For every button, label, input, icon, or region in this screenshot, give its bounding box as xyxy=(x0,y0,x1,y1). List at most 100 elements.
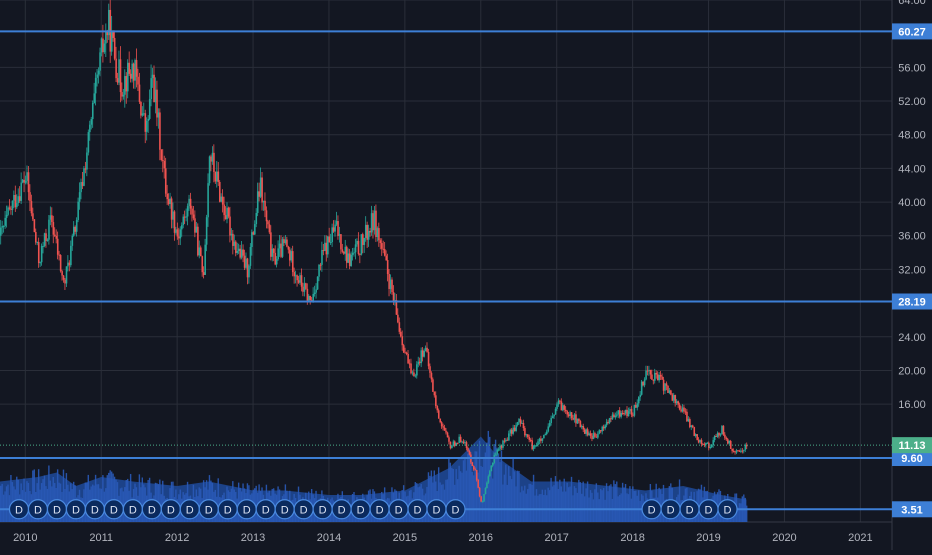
y-tick-label: 40.00 xyxy=(898,197,926,209)
dividend-marker-label: D xyxy=(110,504,118,516)
candle-body xyxy=(230,233,233,236)
volume-bar xyxy=(620,493,622,522)
candle-body xyxy=(81,182,84,186)
candle-body xyxy=(275,259,278,265)
candle-body xyxy=(509,429,512,434)
volume-bar xyxy=(531,484,533,522)
candle-body xyxy=(686,411,688,422)
candle-body xyxy=(284,239,287,244)
volume-bar xyxy=(746,505,748,522)
candle-body xyxy=(129,73,132,79)
volume-bar xyxy=(551,486,554,522)
candle-body xyxy=(554,408,557,415)
candle-body xyxy=(322,250,325,252)
candle-body xyxy=(62,275,65,280)
volume-bar xyxy=(576,492,579,522)
volume-bar xyxy=(112,473,114,522)
candle-body xyxy=(294,275,297,277)
candle-body xyxy=(94,77,97,94)
candle-body xyxy=(205,217,208,245)
candle-body xyxy=(601,426,604,432)
volume-bar xyxy=(445,479,447,522)
volume-bar xyxy=(505,464,507,522)
volume-bar xyxy=(32,470,34,522)
candle-body xyxy=(505,439,507,442)
volume-bar xyxy=(426,486,428,522)
candle-body xyxy=(402,345,405,353)
candle-body xyxy=(33,219,36,233)
candle-body xyxy=(278,243,281,249)
candle-body xyxy=(321,250,323,265)
candle-body xyxy=(96,74,98,78)
volume-bar xyxy=(141,477,144,522)
volume-bar xyxy=(738,503,741,522)
candle-body xyxy=(217,171,220,182)
dividend-marker-icon[interactable] xyxy=(445,499,466,520)
volume-bar xyxy=(496,447,498,522)
candle-body xyxy=(363,237,366,245)
candle-body xyxy=(467,447,469,451)
candle-body xyxy=(575,414,577,424)
volume-bar xyxy=(532,474,535,522)
candle-body xyxy=(29,192,31,202)
candle-body xyxy=(202,272,205,275)
volume-bar xyxy=(579,482,581,522)
candle-body xyxy=(551,416,554,419)
candle-body xyxy=(519,418,522,424)
candle-body xyxy=(721,425,723,435)
candle-body xyxy=(581,425,583,428)
candle-body xyxy=(513,427,516,432)
candle-body xyxy=(141,113,144,116)
candle-body xyxy=(477,479,479,488)
candle-body xyxy=(344,246,347,254)
volume-bar xyxy=(33,469,35,522)
volume-bar xyxy=(605,483,608,522)
candle-body xyxy=(7,207,9,215)
candle-body xyxy=(167,199,170,204)
volume-bar xyxy=(500,450,503,522)
candle-body xyxy=(627,411,630,417)
candle-body xyxy=(172,211,174,220)
candle-body xyxy=(55,235,58,239)
dividend-marker-icon[interactable] xyxy=(717,499,738,520)
level-price-label: 3.51 xyxy=(901,504,922,516)
volume-bar xyxy=(87,474,89,522)
volume-bar xyxy=(1,483,3,522)
candle-body xyxy=(200,247,202,257)
candle-body xyxy=(563,405,566,410)
volume-bar xyxy=(446,479,449,522)
candle-body xyxy=(418,361,421,364)
candle-body xyxy=(372,213,374,231)
candle-body xyxy=(404,352,406,354)
volume-bar xyxy=(600,488,602,522)
candle-body xyxy=(20,182,23,201)
candle-body xyxy=(124,76,126,95)
candle-body xyxy=(17,196,20,204)
candle-body xyxy=(737,450,739,452)
candle-body xyxy=(145,120,148,132)
candle-body xyxy=(0,227,2,236)
volume-bar xyxy=(208,475,211,522)
candle-body xyxy=(40,246,43,263)
candle-body xyxy=(639,394,642,398)
candle-body xyxy=(694,434,697,436)
volume-bar xyxy=(490,470,492,522)
candle-body xyxy=(413,372,415,377)
candle-body xyxy=(454,441,456,446)
candle-body xyxy=(665,383,668,386)
candle-body xyxy=(481,501,484,503)
candle-body xyxy=(684,411,687,413)
candle-body xyxy=(614,415,617,418)
candle-body xyxy=(357,240,360,254)
candle-body xyxy=(592,433,595,440)
candle-body xyxy=(11,200,14,210)
candle-body xyxy=(540,438,542,441)
candle-body xyxy=(318,264,320,277)
volume-bar xyxy=(110,471,113,522)
candle-body xyxy=(156,89,158,118)
candle-body xyxy=(138,84,141,102)
volume-bar xyxy=(513,471,516,522)
candle-body xyxy=(570,412,573,418)
